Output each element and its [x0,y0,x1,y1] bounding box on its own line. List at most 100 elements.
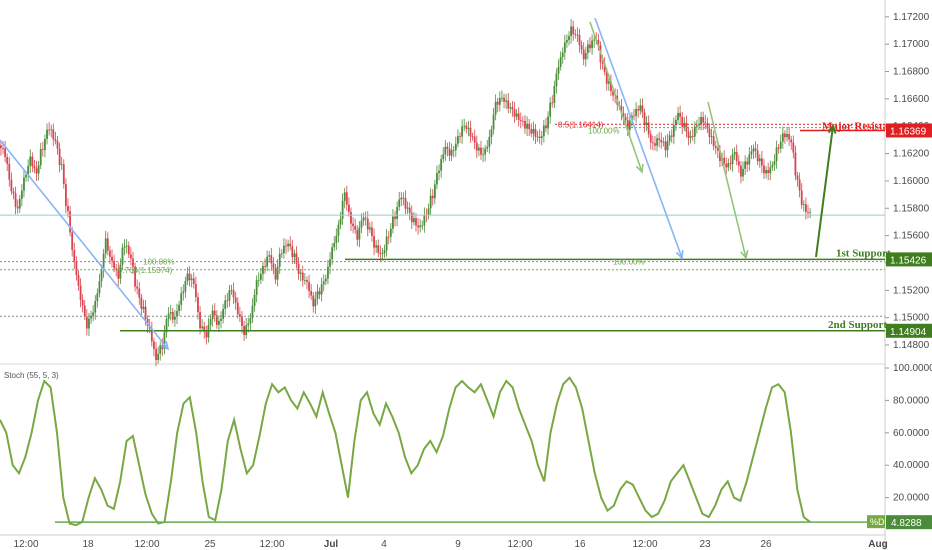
candle-body [48,129,51,131]
candle-body [784,133,786,138]
candle-body [438,170,440,173]
candle-body [557,66,560,74]
candle-body [670,135,673,137]
candle-body [291,246,294,257]
candle-body [540,136,543,139]
candle-body [467,127,470,129]
candle-body [368,227,371,230]
candle-body [320,284,323,295]
candle-body [201,326,204,329]
candle-body [303,279,306,281]
candle-body [511,107,514,110]
x-tick-label: 18 [82,539,94,550]
candle-body [174,316,176,320]
candle-body [654,143,656,146]
candle-body [56,140,59,149]
candle-body [385,236,388,251]
candle-body [178,304,180,311]
candle-body [52,129,55,140]
candle-body [549,102,552,117]
candle-body [545,125,547,129]
candle-body [241,316,243,327]
candle-body [664,141,667,151]
candle-body [184,280,187,292]
candle-body [794,152,797,176]
candle-body [704,122,707,124]
price-tag-label: 1.14904 [890,327,927,338]
candle-body [805,204,807,212]
candle-body [400,197,403,200]
candle-body [647,122,650,135]
candle-body [536,136,539,138]
candle-body [490,129,493,137]
candle-body [8,163,11,180]
candle-body [643,112,646,126]
candle-body [603,63,606,72]
candle-body [695,125,698,127]
candle-body [39,149,42,166]
candle-body [362,217,365,221]
candle-body [230,290,233,291]
candle-body [431,195,434,199]
candle-body [81,299,84,306]
candle-body [509,107,512,109]
candle-body [188,273,191,281]
candle-body [264,265,266,267]
candle-body [266,256,269,267]
candle-body [572,26,575,35]
candle-body [77,274,80,286]
candle-body [672,124,675,137]
candle-body [771,165,774,168]
candle-body [433,184,436,199]
candle-body [211,310,214,320]
stoch-value-label: 4.8288 [891,518,922,529]
candle-body [157,353,160,360]
candle-body [496,101,499,105]
candle-body [278,253,281,267]
candle-body [519,119,522,121]
candle-body [628,120,631,131]
candle-body [423,214,426,226]
candle-body [144,306,147,319]
candle-body [576,34,579,36]
trend-arrow-blue-head [675,249,684,260]
candle-body [205,331,208,338]
candle-body [234,297,237,303]
candle-body [626,119,629,131]
candle-body [742,168,744,177]
candle-body [274,268,277,280]
candle-body [333,242,336,248]
candle-body [203,326,206,332]
candle-body [528,123,531,130]
x-tick-label: 25 [204,539,216,550]
stochastic-pane: Stoch (55, 5, 3) %D [0,371,885,529]
candle-body [71,232,74,251]
candle-body [637,109,640,111]
candle-body [775,147,778,162]
candle-body [295,253,298,264]
candle-body [331,247,334,260]
candle-body [737,161,740,166]
candle-body [236,302,239,315]
stoch-y-tick-label: 40.0000 [893,460,930,471]
candle-body [465,125,468,129]
candle-body [224,300,227,309]
candle-body [364,217,367,219]
candle-body [226,300,229,302]
candle-body [551,102,554,104]
candle-body [482,154,484,156]
candle-body [98,281,101,294]
candle-body [88,318,90,329]
candle-body [341,200,344,219]
candle-body [714,146,717,148]
candle-body [220,318,222,321]
candle-body [582,49,585,60]
fib-label: 0.764(1.15374) [118,266,173,275]
candle-body [73,250,76,262]
candle-body [712,136,715,147]
candle-body [633,115,635,117]
candle-body [710,136,713,138]
price-tag-label: 1.16369 [890,126,927,137]
candle-body [421,225,424,227]
price-tag [886,323,932,338]
